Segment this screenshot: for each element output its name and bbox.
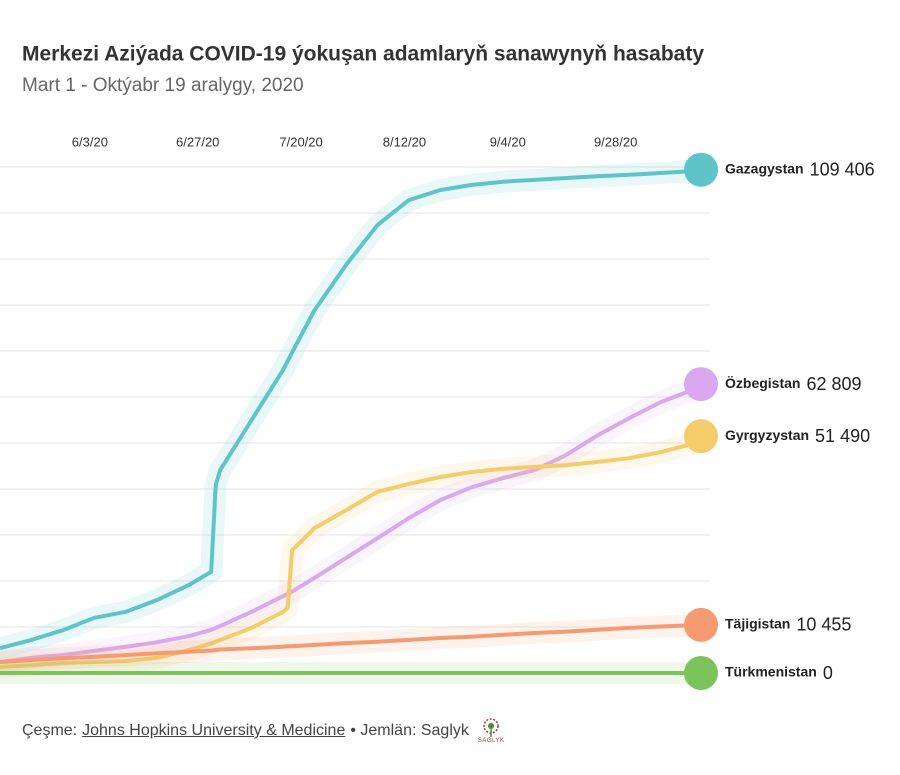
- source-label: Çeşme:: [22, 722, 78, 739]
- end-label-value: 0: [823, 663, 833, 683]
- footer: Çeşme: Johns Hopkins University & Medici…: [22, 718, 504, 744]
- source-link[interactable]: Johns Hopkins University & Medicine: [82, 722, 346, 739]
- x-tick-label: 6/27/20: [176, 134, 219, 149]
- end-label-name: Täjigistan: [725, 616, 790, 632]
- grid: 6/3/20 6/27/20 7/20/20 8/12/20 9/4/20 9/28/20: [0, 134, 710, 674]
- line-halo: [0, 158, 712, 660]
- end-labels: Gazagystan 109 406 Özbegistan 62 809 Gyrgyzy…: [684, 152, 875, 690]
- end-label-value: 51 490: [815, 426, 870, 446]
- end-label-value: 62 809: [806, 374, 861, 394]
- end-marker: [684, 152, 719, 187]
- logo: SAGLYK: [478, 718, 505, 744]
- logo-icon: [483, 718, 499, 737]
- x-tick-label: 6/3/20: [72, 134, 108, 149]
- end-marker: [684, 367, 719, 402]
- credit: • Jemlän: Saglyk: [350, 722, 469, 739]
- end-label-value: 10 455: [796, 615, 851, 635]
- logo-text: SAGLYK: [477, 738, 505, 744]
- end-marker: [684, 419, 719, 454]
- x-tick-label: 8/12/20: [383, 134, 426, 149]
- chart-subtitle: Mart 1 - Oktýabr 19 aralygy, 2020: [22, 75, 304, 96]
- x-tick-label: 9/4/20: [490, 134, 526, 149]
- end-label-name: Türkmenistan: [725, 664, 817, 680]
- lines: [0, 158, 712, 684]
- x-tick-label: 9/28/20: [594, 134, 637, 149]
- end-label-name: Gazagystan: [725, 160, 804, 176]
- line: [0, 622, 702, 664]
- chart-title: Merkezi Aziýada COVID-19 ýokuşan adamlar…: [22, 43, 704, 66]
- end-label-name: Gyrgyzystan: [725, 427, 809, 443]
- end-label-name: Özbegistan: [725, 375, 800, 391]
- end-label-value: 109 406: [810, 159, 875, 179]
- end-marker: [684, 607, 719, 642]
- line: [0, 434, 703, 669]
- line: [0, 382, 703, 664]
- end-marker: [684, 656, 719, 690]
- line: [0, 167, 702, 651]
- x-tick-label: 7/20/20: [279, 134, 322, 149]
